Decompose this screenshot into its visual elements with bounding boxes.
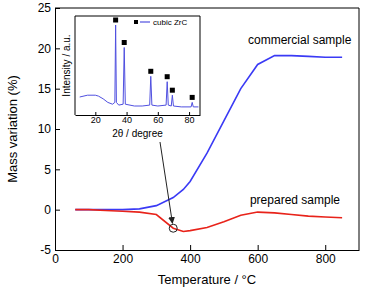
y-tick-label: 5 xyxy=(44,163,51,177)
x-tick: 60 xyxy=(153,112,163,125)
series-label: commercial sample xyxy=(248,33,352,47)
x-axis-line xyxy=(56,250,360,251)
inset-chart: 20 40 60 80 2θ / degree Intensity / a.u. cubic… xyxy=(61,16,201,139)
legend-label: cubic ZrC xyxy=(153,18,187,27)
frame-right xyxy=(200,16,201,115)
y-tick: -5 xyxy=(40,243,60,257)
pointer-arrow xyxy=(160,142,172,223)
x-tick: 200 xyxy=(113,245,133,266)
peak-marker xyxy=(113,18,118,23)
y-tick-label: 25 xyxy=(38,1,52,15)
y-tick: 0 xyxy=(44,203,60,217)
x-axis: 20 40 60 80 xyxy=(76,112,201,125)
frame-top xyxy=(75,16,200,17)
y-tick-label: 10 xyxy=(38,122,52,136)
x-tick-mark xyxy=(258,245,259,250)
y-axis-title: Mass variation (%) xyxy=(5,75,20,183)
y-tick: 10 xyxy=(38,122,60,136)
chart: 0200400600800-50510152025Temperature / °… xyxy=(0,0,372,294)
x-axis-title: 2θ / degree xyxy=(112,128,163,139)
peak-marker xyxy=(165,74,170,79)
x-tick-label: 60 xyxy=(153,115,163,125)
legend-line xyxy=(140,21,150,22)
plot-area xyxy=(80,18,199,107)
y-tick: 15 xyxy=(38,82,60,96)
y-tick-mark xyxy=(55,210,60,211)
peak-marker xyxy=(122,40,127,45)
peak-marker xyxy=(170,88,175,93)
peak-marker xyxy=(190,95,195,100)
x-tick-label: 80 xyxy=(185,115,195,125)
x-tick-mark xyxy=(325,245,326,250)
x-tick-label: 600 xyxy=(248,252,268,266)
y-axis-title: Intensity / a.u. xyxy=(61,34,72,96)
y-tick-mark xyxy=(55,48,60,49)
main-chart: 0200400600800-50510152025Temperature / °… xyxy=(5,1,360,287)
x-tick-label: 40 xyxy=(122,115,132,125)
x-tick: 800 xyxy=(316,245,336,266)
x-tick: 600 xyxy=(248,245,268,266)
y-axis: -5 0 5 10 15 20 25 xyxy=(38,1,60,257)
x-tick-mark xyxy=(190,245,191,250)
y-tick-label: 20 xyxy=(38,42,52,56)
x-tick-label: 20 xyxy=(91,115,101,125)
x-tick: 400 xyxy=(181,245,201,266)
x-tick: 40 xyxy=(122,112,132,125)
x-axis-title: Temperature / °C xyxy=(158,272,256,287)
y-tick-label: 15 xyxy=(38,82,52,96)
legend: cubic ZrC xyxy=(134,18,187,27)
frame-right xyxy=(359,8,360,250)
legend-marker xyxy=(134,20,138,24)
x-tick-label: 200 xyxy=(113,252,133,266)
series-label: prepared sample xyxy=(250,193,340,207)
highlight-point xyxy=(169,224,177,232)
x-tick: 20 xyxy=(91,112,101,125)
data-line xyxy=(75,210,342,232)
y-tick-label: 0 xyxy=(44,203,51,217)
peak-marker xyxy=(148,69,153,74)
y-tick: 5 xyxy=(44,163,60,177)
y-axis-line xyxy=(75,16,76,115)
x-tick: 80 xyxy=(185,112,195,125)
y-tick-mark xyxy=(55,169,60,170)
y-tick: 20 xyxy=(38,42,60,56)
x-axis: 0 200 400 600 800 xyxy=(52,245,359,266)
frame-top xyxy=(55,8,359,9)
y-tick-mark xyxy=(55,89,60,90)
x-tick-label: 0 xyxy=(52,252,59,266)
y-tick-mark xyxy=(55,129,60,130)
y-tick-mark xyxy=(55,250,60,251)
inset-background xyxy=(75,16,200,115)
y-tick-label: -5 xyxy=(40,243,51,257)
x-tick-label: 800 xyxy=(316,252,336,266)
x-tick-mark xyxy=(123,245,124,250)
x-tick-label: 400 xyxy=(181,252,201,266)
data-line xyxy=(80,25,199,107)
